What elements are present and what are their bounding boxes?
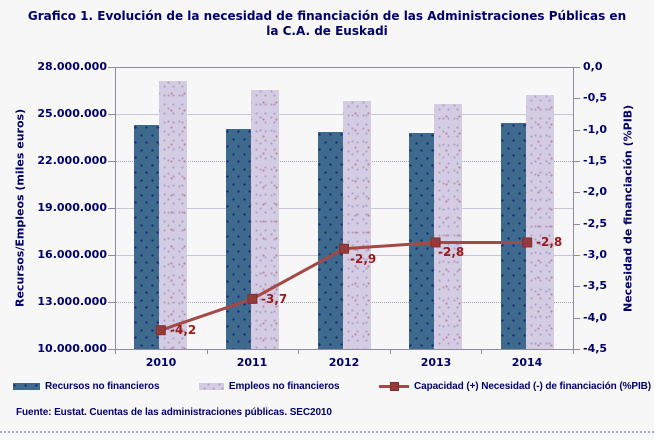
bar-empleos — [526, 95, 554, 349]
right-axis-tick — [574, 130, 580, 131]
line-point-label: -3,7 — [261, 292, 288, 306]
bar-recursos — [318, 132, 343, 349]
legend-label-capacidad: Capacidad (+) Necesidad (-) de financiac… — [413, 380, 651, 392]
right-axis-tick-label: -3,5 — [583, 279, 608, 292]
left-axis-tick — [108, 114, 115, 115]
plot-border-top — [115, 67, 573, 68]
y-axis-line — [115, 67, 116, 349]
bar-recursos — [226, 129, 251, 349]
left-axis-tick-label: 19.000.000 — [37, 201, 107, 214]
right-axis-tick — [574, 255, 580, 256]
bar-empleos — [159, 81, 187, 349]
right-axis-tick-label: -2,0 — [583, 185, 608, 198]
left-axis-tick-label: 25.000.000 — [37, 107, 107, 120]
chart-title-line1: Grafico 1. Evolución de la necesidad de … — [27, 9, 627, 23]
x-axis-tick — [481, 349, 482, 354]
right-axis-tick — [574, 67, 580, 68]
left-axis-tick — [108, 255, 115, 256]
line-point-label: -4,2 — [170, 323, 197, 337]
x-axis-line — [115, 349, 573, 350]
right-axis-tick — [574, 286, 580, 287]
bar-recursos — [134, 125, 159, 349]
x-axis-category-label: 2014 — [511, 356, 543, 369]
x-axis-category-label: 2013 — [420, 356, 452, 369]
right-axis-tick-label: -1,0 — [583, 123, 608, 136]
left-axis-tick — [108, 302, 115, 303]
bar-empleos — [251, 90, 279, 349]
left-axis-tick — [108, 208, 115, 209]
legend-swatch-empleos — [198, 382, 224, 390]
right-axis-tick-label: -0,5 — [583, 91, 608, 104]
line-point-label: -2,8 — [438, 245, 465, 259]
left-axis-tick — [108, 67, 115, 68]
x-axis-category-label: 2012 — [328, 356, 360, 369]
right-axis-tick — [574, 192, 580, 193]
left-axis-tick-label: 22.000.000 — [37, 154, 107, 167]
x-axis-category-label: 2011 — [236, 356, 268, 369]
right-axis-tick-label: -1,5 — [583, 154, 608, 167]
chart-title-line2: la C.A. de Euskadi — [266, 24, 388, 38]
legend-swatch-line-marker — [378, 381, 409, 391]
left-axis-tick-label: 28.000.000 — [37, 60, 107, 73]
right-axis-tick — [574, 161, 580, 162]
right-axis-tick-label: -4,5 — [583, 342, 608, 355]
right-axis-tick-label: -3,0 — [583, 248, 608, 261]
legend-label-empleos: Empleos no financieros — [228, 380, 340, 392]
bar-recursos — [409, 133, 434, 349]
secondary-y-axis-line — [573, 67, 574, 349]
left-axis-tick-label: 13.000.000 — [37, 295, 107, 308]
x-axis-category-label: 2010 — [145, 356, 177, 369]
x-axis-tick — [298, 349, 299, 354]
legend-item-capacidad: Capacidad (+) Necesidad (-) de financiac… — [378, 380, 651, 392]
x-axis-tick — [115, 349, 116, 354]
x-axis-tick — [390, 349, 391, 354]
legend-item-empleos: Empleos no financieros — [198, 380, 340, 392]
legend-label-recursos: Recursos no financieros — [45, 380, 160, 392]
left-axis-tick — [108, 349, 115, 350]
bottom-separator — [0, 431, 654, 433]
line-point-label: -2,8 — [536, 235, 563, 249]
right-axis-tick-label: -4,0 — [583, 311, 608, 324]
line-point-label: -2,9 — [350, 252, 377, 266]
right-axis-tick-label: -2,5 — [583, 217, 608, 230]
legend: Recursos no financieros Empleos no finan… — [13, 378, 651, 394]
right-axis-tick — [574, 349, 580, 350]
chart-title: Grafico 1. Evolución de la necesidad de … — [0, 9, 654, 39]
bar-recursos — [501, 123, 526, 349]
legend-swatch-recursos — [13, 382, 40, 390]
bar-empleos — [343, 101, 371, 349]
source-note: Fuente: Eustat. Cuentas de las administr… — [16, 407, 332, 418]
right-axis-tick-label: 0,0 — [583, 60, 603, 73]
x-axis-tick — [573, 349, 574, 354]
left-axis-tick-label: 10.000.000 — [37, 342, 107, 355]
right-axis-tick — [574, 98, 580, 99]
bar-empleos — [434, 104, 462, 349]
legend-item-recursos: Recursos no financieros — [13, 380, 160, 392]
left-axis-tick-label: 16.000.000 — [37, 248, 107, 261]
right-axis-tick — [574, 318, 580, 319]
x-axis-tick — [207, 349, 208, 354]
left-axis-tick — [108, 161, 115, 162]
right-axis-tick — [574, 224, 580, 225]
